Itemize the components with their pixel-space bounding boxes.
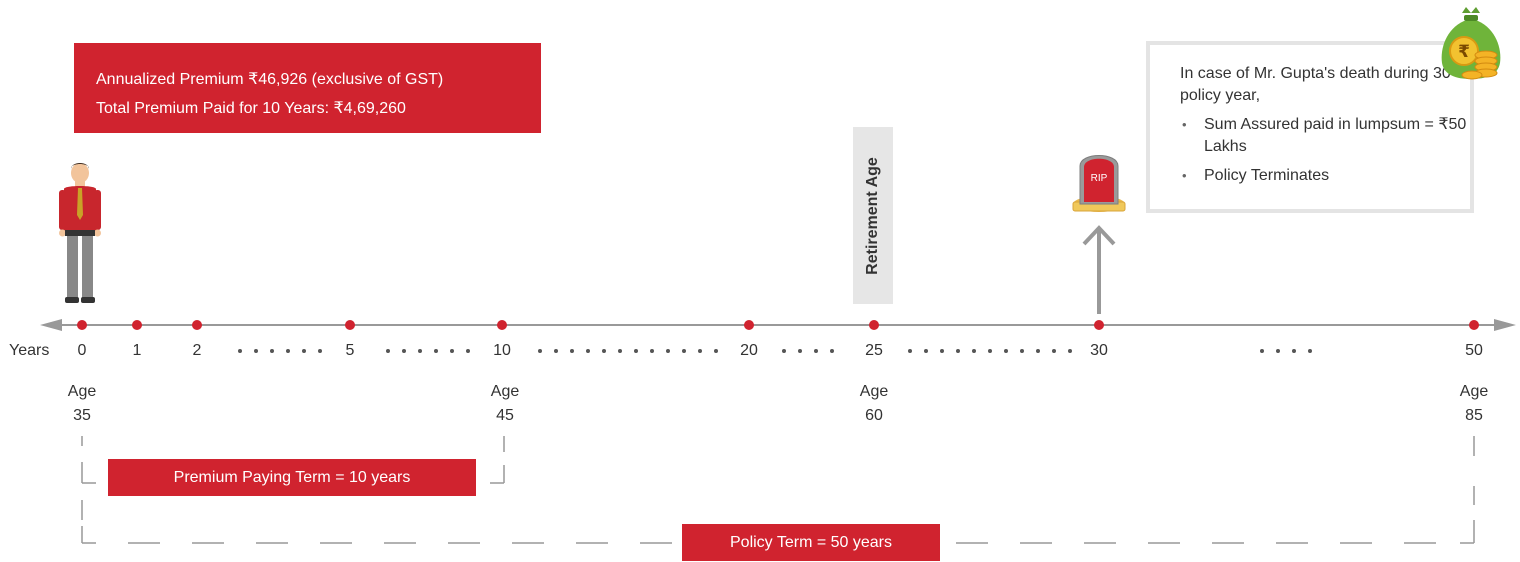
timeline-axis <box>40 319 1516 331</box>
timeline-dot <box>497 320 507 330</box>
age-label: Age 35 <box>67 383 97 424</box>
age-label: Age 60 <box>859 383 889 424</box>
money-bag-icon: ₹ <box>1441 7 1501 80</box>
year-label: 50 <box>1465 342 1483 359</box>
death-arrow <box>1082 225 1116 314</box>
timeline-dot <box>1094 320 1104 330</box>
death-intro-pre: In case of Mr. Gupta's death during 30 <box>1180 65 1451 82</box>
person-icon <box>59 163 101 303</box>
premium-term-bracket <box>81 436 505 484</box>
policy-term-bracket <box>81 436 1475 544</box>
premium-info-box: Annualized Premium ₹46,926 (exclusive of… <box>74 43 541 133</box>
year-label: 0 <box>77 342 87 359</box>
timeline-dot <box>744 320 754 330</box>
policy-term-bar: Policy Term = 50 years <box>682 524 940 561</box>
year-label: 10 <box>493 342 511 359</box>
timeline-dot <box>77 320 87 330</box>
annualized-premium-text: Annualized Premium ₹46,926 (exclusive of… <box>96 71 444 88</box>
timeline-dot <box>132 320 142 330</box>
year-label: 2 <box>192 342 202 359</box>
premium-paying-term-bar: Premium Paying Term = 10 years <box>108 459 476 496</box>
age-label: Age 45 <box>490 383 520 424</box>
tombstone-text: RIP <box>1091 173 1108 184</box>
timeline-dots <box>77 320 1479 330</box>
age-label: Age 85 <box>1459 383 1489 424</box>
timeline-dot <box>192 320 202 330</box>
death-intro-post: policy year, <box>1180 87 1261 104</box>
tombstone-icon: RIP <box>1072 155 1126 212</box>
timeline-dot <box>869 320 879 330</box>
year-label: 1 <box>132 342 142 359</box>
retirement-age-label: Retirement Age <box>853 127 893 304</box>
total-premium-text: Total Premium Paid for 10 Years: ₹4,69,2… <box>96 100 406 117</box>
rupee-symbol: ₹ <box>1458 42 1470 62</box>
year-label: 25 <box>865 342 883 359</box>
timeline-dot <box>1469 320 1479 330</box>
death-benefit-item: • Sum Assured paid in lumpsum = ₹50 Lakhs <box>1182 116 1467 155</box>
year-label: 5 <box>345 342 355 359</box>
years-axis-label: Years <box>9 342 50 359</box>
timeline-dot <box>345 320 355 330</box>
death-benefit-item: • Policy Terminates <box>1182 167 1330 184</box>
death-benefit-list: • Sum Assured paid in lumpsum = ₹50 Lakhs… <box>1180 114 1470 187</box>
year-label: 30 <box>1090 342 1108 359</box>
ellipsis-dots <box>238 349 1312 353</box>
year-label: 20 <box>740 342 758 359</box>
